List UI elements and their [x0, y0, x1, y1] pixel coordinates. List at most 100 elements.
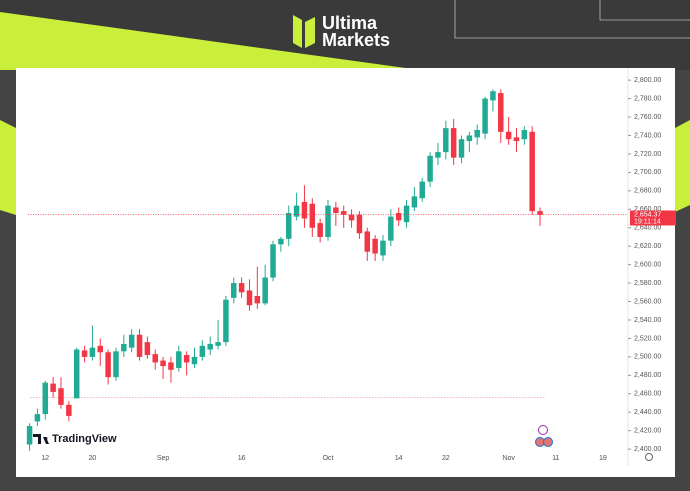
y-tick-label: 2,500.00 — [634, 354, 661, 361]
watermark: TradingView — [52, 433, 117, 445]
logo-icon — [293, 15, 302, 48]
y-tick-label: 2,780.00 — [634, 95, 661, 102]
x-tick-label: 16 — [238, 455, 246, 462]
candle-body — [372, 238, 378, 254]
candle-body — [121, 343, 127, 352]
candle-body — [199, 345, 206, 357]
tradingview-logo: TradingView — [33, 433, 117, 445]
candle-body — [333, 207, 339, 213]
bg-lime-band — [0, 12, 420, 70]
y-tick-label: 2,720.00 — [634, 151, 661, 158]
candle-body — [411, 196, 418, 208]
candle-body — [128, 334, 135, 348]
y-tick-label: 2,740.00 — [634, 132, 661, 139]
candle-body — [254, 295, 261, 304]
candle-body — [238, 283, 245, 293]
candle-body — [191, 356, 198, 365]
candle-body — [144, 342, 151, 356]
y-tick-label: 2,600.00 — [634, 261, 661, 268]
candle-body — [427, 155, 433, 182]
candle-body — [403, 205, 410, 223]
y-tick-label: 2,460.00 — [634, 391, 661, 398]
x-tick-label: 11 — [552, 455, 559, 462]
brand-text: Markets — [322, 30, 390, 50]
candle-body — [66, 404, 72, 416]
bg-lime-right — [675, 120, 690, 212]
candle-body — [270, 244, 276, 278]
candle-body — [285, 212, 292, 239]
x-tick-label: 22 — [442, 455, 450, 462]
candle-body — [537, 211, 543, 215]
candle-body — [340, 211, 347, 215]
x-tick-label: Nov — [502, 455, 515, 462]
candle-body — [317, 223, 323, 237]
candle-body — [262, 277, 268, 304]
candle-body — [231, 283, 237, 298]
candle-body — [513, 137, 520, 142]
bg-dark — [0, 0, 690, 70]
candle-body — [435, 152, 441, 158]
candle-body — [443, 128, 449, 153]
y-tick-label: 2,580.00 — [634, 280, 661, 287]
candle-body — [105, 352, 111, 378]
candle-body — [505, 131, 512, 140]
candle-body — [58, 388, 64, 405]
bg-lime-left — [0, 120, 16, 215]
y-tick-label: 2,480.00 — [634, 372, 661, 379]
candle-body — [42, 382, 49, 415]
candle-body — [246, 290, 253, 306]
candle-body — [50, 383, 56, 392]
plot: 2,400.00 2,420.00 2,440.00 2,460.00 2,480.00… — [26, 77, 676, 462]
logo: Ultima Markets — [293, 13, 390, 50]
candle-body — [466, 135, 473, 142]
y-tick-label: 2,540.00 — [634, 317, 661, 324]
x-tick-label: 14 — [395, 455, 403, 462]
candle-body — [482, 98, 488, 134]
y-tick-label: 2,560.00 — [634, 298, 661, 305]
candle-body — [26, 426, 33, 445]
candle-body — [458, 139, 465, 158]
y-tick-label: 2,400.00 — [634, 446, 661, 453]
last-price-box — [630, 210, 676, 226]
candle-body — [160, 360, 166, 367]
candle-body — [113, 351, 119, 378]
candle-body — [278, 238, 284, 245]
deco-line — [599, 0, 690, 21]
last-price-label: 2,654.37 — [634, 211, 661, 218]
candle-body — [395, 212, 402, 221]
candle-body — [474, 129, 480, 138]
y-tick-label: 2,640.00 — [634, 225, 661, 232]
candle-body — [388, 216, 394, 241]
candle-body — [309, 203, 316, 228]
candle-body — [176, 351, 182, 368]
deco-line — [454, 0, 690, 39]
y-tick-label: 2,800.00 — [634, 77, 661, 84]
event-icon — [543, 437, 553, 447]
settings-icon[interactable] — [645, 453, 653, 461]
candle-body — [380, 240, 386, 256]
candle-body — [364, 231, 371, 252]
countdown-label: 19:11:14 — [634, 218, 661, 225]
candle-body — [450, 128, 457, 158]
candle-body — [490, 91, 496, 101]
candle-body — [136, 334, 143, 357]
y-tick-label: 2,680.00 — [634, 188, 661, 195]
y-tick-label: 2,440.00 — [634, 409, 661, 416]
candle-body — [293, 205, 300, 217]
candle-body — [215, 342, 221, 346]
y-tick-label: 2,700.00 — [634, 169, 661, 176]
chart-panel — [16, 68, 675, 477]
candle-body — [356, 214, 363, 234]
candle-body — [223, 299, 229, 343]
y-tick-label: 2,520.00 — [634, 335, 661, 342]
y-tick-label: 2,760.00 — [634, 114, 661, 121]
candle-body — [183, 355, 190, 363]
x-tick-label: Oct — [323, 455, 334, 462]
candle-body — [89, 347, 96, 357]
logo-icon — [305, 17, 315, 48]
event-icon — [538, 425, 548, 435]
tv-icon — [33, 434, 49, 444]
candle-body — [348, 214, 355, 221]
candle-body — [97, 345, 104, 353]
candle-body — [325, 205, 331, 237]
